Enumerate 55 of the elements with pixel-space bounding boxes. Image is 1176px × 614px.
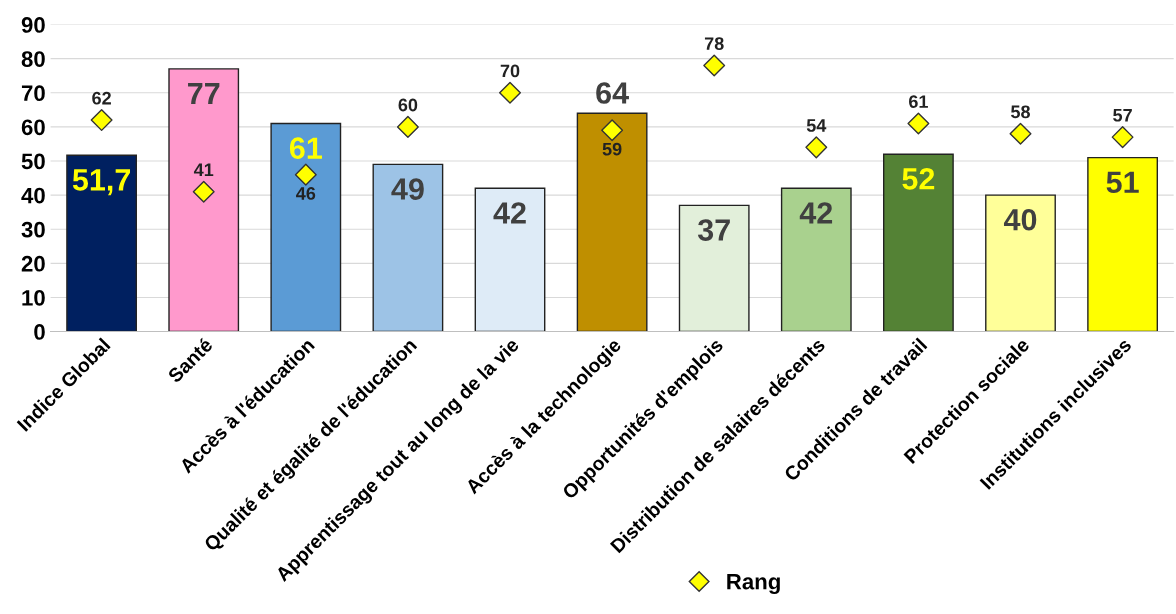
y-tick-label: 60 — [21, 119, 45, 136]
bar — [780, 187, 852, 332]
data-label: 60 — [398, 98, 418, 112]
data-label: 61 — [909, 95, 928, 108]
data-label: 42 — [493, 202, 526, 224]
y-tick-label: 10 — [22, 289, 45, 306]
bar — [372, 163, 444, 332]
y-tick-label: 40 — [21, 187, 45, 204]
point — [1111, 126, 1134, 149]
data-label: 64 — [596, 82, 629, 104]
y-tick-label: 80 — [21, 51, 45, 67]
data-label: 46 — [296, 187, 316, 200]
legend-label: Rang — [727, 574, 780, 594]
data-label: 62 — [92, 91, 111, 105]
data-label: 51 — [1106, 171, 1139, 194]
data-label: 61 — [289, 137, 322, 159]
point — [805, 136, 828, 159]
bar — [985, 194, 1056, 332]
bar — [168, 68, 240, 332]
point — [499, 81, 522, 104]
data-label: 52 — [902, 168, 935, 190]
data-label: 70 — [500, 64, 520, 78]
data-label: 77 — [188, 83, 220, 105]
bar — [882, 153, 954, 332]
y-tick-label: 70 — [21, 85, 45, 102]
data-label: 58 — [1011, 105, 1030, 119]
bar — [66, 154, 138, 332]
bar — [576, 112, 648, 332]
data-label: 51,7 — [72, 169, 131, 196]
bar — [678, 204, 750, 332]
data-label: 41 — [193, 163, 214, 177]
point — [907, 112, 930, 135]
data-label: 78 — [704, 37, 724, 50]
data-label: 42 — [799, 202, 833, 224]
point — [192, 180, 215, 203]
point — [90, 109, 113, 132]
data-label: 54 — [806, 119, 827, 132]
point — [294, 163, 317, 186]
y-tick-label: 20 — [21, 255, 45, 272]
bar — [270, 122, 342, 332]
point — [396, 115, 419, 138]
y-tick-label: 0 — [34, 324, 45, 340]
data-label: 40 — [1003, 208, 1037, 231]
point — [703, 54, 726, 77]
bar — [1087, 156, 1159, 332]
data-label: 59 — [602, 142, 622, 156]
data-label: 49 — [391, 178, 424, 200]
y-tick-label: 50 — [21, 153, 45, 170]
point — [601, 119, 624, 142]
data-label: 37 — [697, 219, 730, 241]
point — [1009, 122, 1032, 145]
bar — [474, 187, 546, 332]
y-tick-label: 90 — [21, 17, 45, 33]
y-tick-label: 30 — [21, 221, 45, 238]
data-label: 57 — [1113, 109, 1132, 122]
